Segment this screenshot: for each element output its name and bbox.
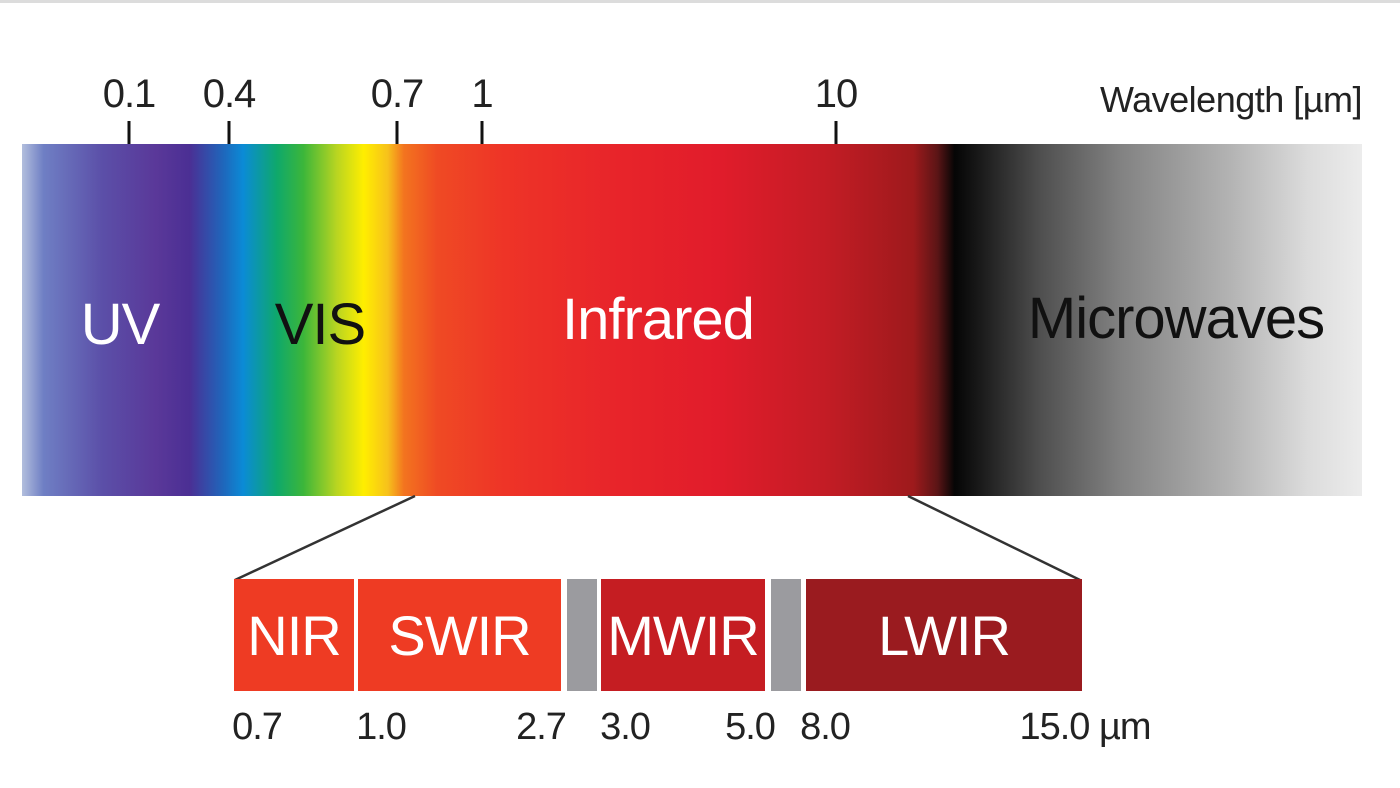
band-value-1-0: 1.0 bbox=[356, 706, 407, 748]
top-border bbox=[0, 0, 1400, 3]
region-label-infrared: Infrared bbox=[562, 287, 755, 352]
band-gap-1 bbox=[567, 579, 597, 691]
tick-label-0-1: 0.1 bbox=[102, 72, 157, 116]
tick-mark-0-1 bbox=[127, 121, 131, 145]
spectrum-bar: UV VIS Infrared Microwaves bbox=[22, 144, 1362, 496]
band-label-nir: NIR bbox=[247, 603, 341, 667]
tick-mark-0-7 bbox=[395, 121, 399, 145]
region-label-vis: VIS bbox=[274, 292, 366, 357]
region-label-uv: UV bbox=[80, 292, 161, 357]
band-value-5-0: 5.0 bbox=[725, 706, 776, 748]
band-value-0-7: 0.7 bbox=[232, 706, 283, 748]
band-gap-2 bbox=[771, 579, 801, 691]
band-value-2-7: 2.7 bbox=[516, 706, 567, 748]
band-value-15-0: 15.0 µm bbox=[1019, 706, 1151, 748]
band-value-8-0: 8.0 bbox=[800, 706, 851, 748]
region-label-microwaves: Microwaves bbox=[1027, 286, 1325, 351]
band-lwir: LWIR bbox=[806, 579, 1082, 691]
tick-mark-10 bbox=[834, 121, 838, 145]
tick-label-1: 1 bbox=[471, 72, 493, 116]
band-label-mwir: MWIR bbox=[607, 603, 760, 667]
band-label-swir: SWIR bbox=[388, 603, 531, 667]
band-value-3-0: 3.0 bbox=[600, 706, 651, 748]
band-label-lwir: LWIR bbox=[878, 603, 1011, 667]
band-swir: SWIR bbox=[358, 579, 561, 691]
axis-title: Wavelength [µm] bbox=[1099, 79, 1363, 120]
band-nir: NIR bbox=[234, 579, 354, 691]
tick-label-0-4: 0.4 bbox=[202, 72, 257, 116]
tick-label-0-7: 0.7 bbox=[370, 72, 425, 116]
band-mwir: MWIR bbox=[601, 579, 765, 691]
connector-line-right bbox=[907, 494, 1081, 582]
tick-label-10: 10 bbox=[814, 72, 858, 116]
tick-mark-0-4 bbox=[227, 121, 231, 145]
connector-line-left bbox=[234, 494, 416, 582]
tick-mark-1 bbox=[480, 121, 484, 145]
